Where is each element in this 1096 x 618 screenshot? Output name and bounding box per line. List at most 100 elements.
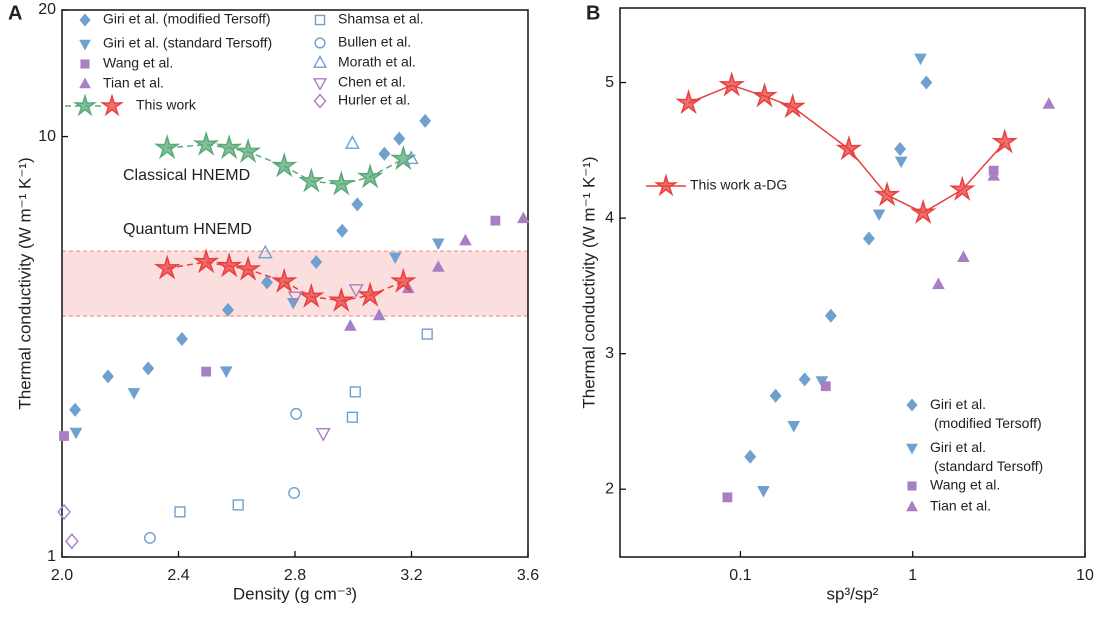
marker bbox=[257, 244, 273, 259]
legend-line-1: Giri et al. bbox=[930, 396, 986, 412]
marker bbox=[287, 291, 303, 306]
marker bbox=[59, 431, 69, 441]
marker bbox=[987, 169, 1000, 181]
y-tick-label: 10 bbox=[38, 128, 56, 145]
marker bbox=[349, 386, 361, 398]
marker bbox=[174, 506, 186, 518]
annotation: Quantum HNEMD bbox=[123, 221, 252, 238]
marker bbox=[798, 372, 811, 387]
legend-marker bbox=[79, 39, 91, 51]
marker bbox=[421, 328, 433, 340]
marker bbox=[310, 255, 323, 270]
marker bbox=[153, 254, 181, 280]
marker bbox=[757, 486, 770, 498]
legend-marker bbox=[907, 481, 917, 491]
legend-label: Bullen et al. bbox=[338, 34, 411, 50]
legend-marker bbox=[312, 55, 328, 68]
shaded-band bbox=[62, 251, 528, 317]
y-axis-title: Thermal conductivity (W m⁻¹ K⁻¹) bbox=[15, 157, 34, 409]
legend-label: This work a-DG bbox=[690, 177, 787, 193]
legend-label: Giri et al. (modified Tersoff) bbox=[930, 396, 1042, 431]
marker bbox=[393, 131, 406, 146]
marker bbox=[675, 89, 702, 115]
marker bbox=[419, 113, 432, 128]
marker bbox=[298, 282, 325, 308]
marker bbox=[351, 197, 364, 212]
y-tick-label: 5 bbox=[605, 74, 614, 91]
marker bbox=[215, 252, 243, 278]
legend-label: Wang et al. bbox=[930, 477, 1000, 493]
y-tick-label: 4 bbox=[605, 209, 614, 226]
marker bbox=[820, 381, 831, 392]
marker bbox=[1042, 97, 1056, 109]
marker bbox=[390, 267, 417, 293]
legend-marker bbox=[80, 59, 90, 69]
marker bbox=[219, 366, 233, 378]
x-axis-title: sp³/sp² bbox=[827, 584, 879, 603]
marker bbox=[431, 260, 445, 272]
marker bbox=[909, 198, 937, 224]
marker bbox=[192, 248, 220, 274]
marker bbox=[144, 531, 156, 544]
x-tick-label: 2.0 bbox=[51, 567, 73, 584]
x-tick-label: 0.1 bbox=[729, 567, 751, 584]
x-axis-title: Density (g cm⁻³) bbox=[233, 584, 357, 603]
legend-label: Shamsa et al. bbox=[338, 11, 424, 27]
legend-label: Giri et al. (modified Tersoff) bbox=[103, 11, 271, 27]
marker bbox=[215, 133, 243, 160]
marker bbox=[356, 281, 384, 307]
legend-marker bbox=[313, 93, 327, 109]
marker bbox=[271, 267, 298, 293]
marker bbox=[336, 223, 349, 238]
marker bbox=[787, 420, 801, 433]
panel-label: A bbox=[8, 2, 22, 24]
legend-marker bbox=[99, 93, 125, 117]
x-tick-label: 3.2 bbox=[400, 567, 422, 584]
marker bbox=[69, 427, 83, 440]
y-tick-label: 1 bbox=[47, 548, 56, 565]
marker bbox=[346, 411, 358, 423]
marker bbox=[949, 175, 976, 201]
marker bbox=[388, 252, 402, 265]
legend-line-2: (modified Tersoff) bbox=[934, 415, 1042, 431]
legend-marker bbox=[314, 37, 326, 49]
legend-marker bbox=[906, 398, 918, 412]
marker bbox=[222, 302, 234, 317]
y-axis-title: Thermal conductivity (W m⁻¹ K⁻¹) bbox=[579, 156, 598, 408]
legend-marker bbox=[653, 173, 679, 197]
marker bbox=[835, 135, 863, 161]
legend-label: Giri et al. (standard Tersoff) bbox=[930, 439, 1043, 474]
marker bbox=[65, 533, 79, 550]
marker bbox=[390, 144, 417, 171]
plot-frame bbox=[619, 7, 1086, 558]
legend-marker bbox=[314, 14, 326, 26]
y-tick-label: 2 bbox=[605, 480, 614, 497]
legend-marker bbox=[72, 93, 98, 117]
legend-label: Tian et al. bbox=[930, 498, 991, 514]
marker bbox=[872, 209, 886, 222]
marker bbox=[431, 238, 445, 251]
marker bbox=[288, 487, 301, 499]
marker bbox=[920, 75, 933, 90]
marker bbox=[234, 255, 262, 281]
marker bbox=[153, 133, 181, 160]
marker bbox=[192, 130, 220, 156]
marker bbox=[873, 181, 901, 207]
marker bbox=[201, 366, 212, 377]
marker bbox=[234, 137, 262, 164]
legend-label: Hurler et al. bbox=[338, 92, 410, 108]
marker bbox=[344, 319, 357, 331]
marker bbox=[57, 503, 71, 521]
legend-marker bbox=[906, 500, 918, 512]
marker bbox=[356, 163, 384, 189]
legend-marker bbox=[906, 443, 918, 455]
marker bbox=[102, 369, 114, 384]
marker bbox=[751, 82, 778, 108]
marker bbox=[378, 146, 391, 161]
marker bbox=[69, 402, 82, 417]
marker bbox=[490, 215, 501, 226]
marker bbox=[344, 135, 360, 149]
marker bbox=[824, 308, 837, 323]
